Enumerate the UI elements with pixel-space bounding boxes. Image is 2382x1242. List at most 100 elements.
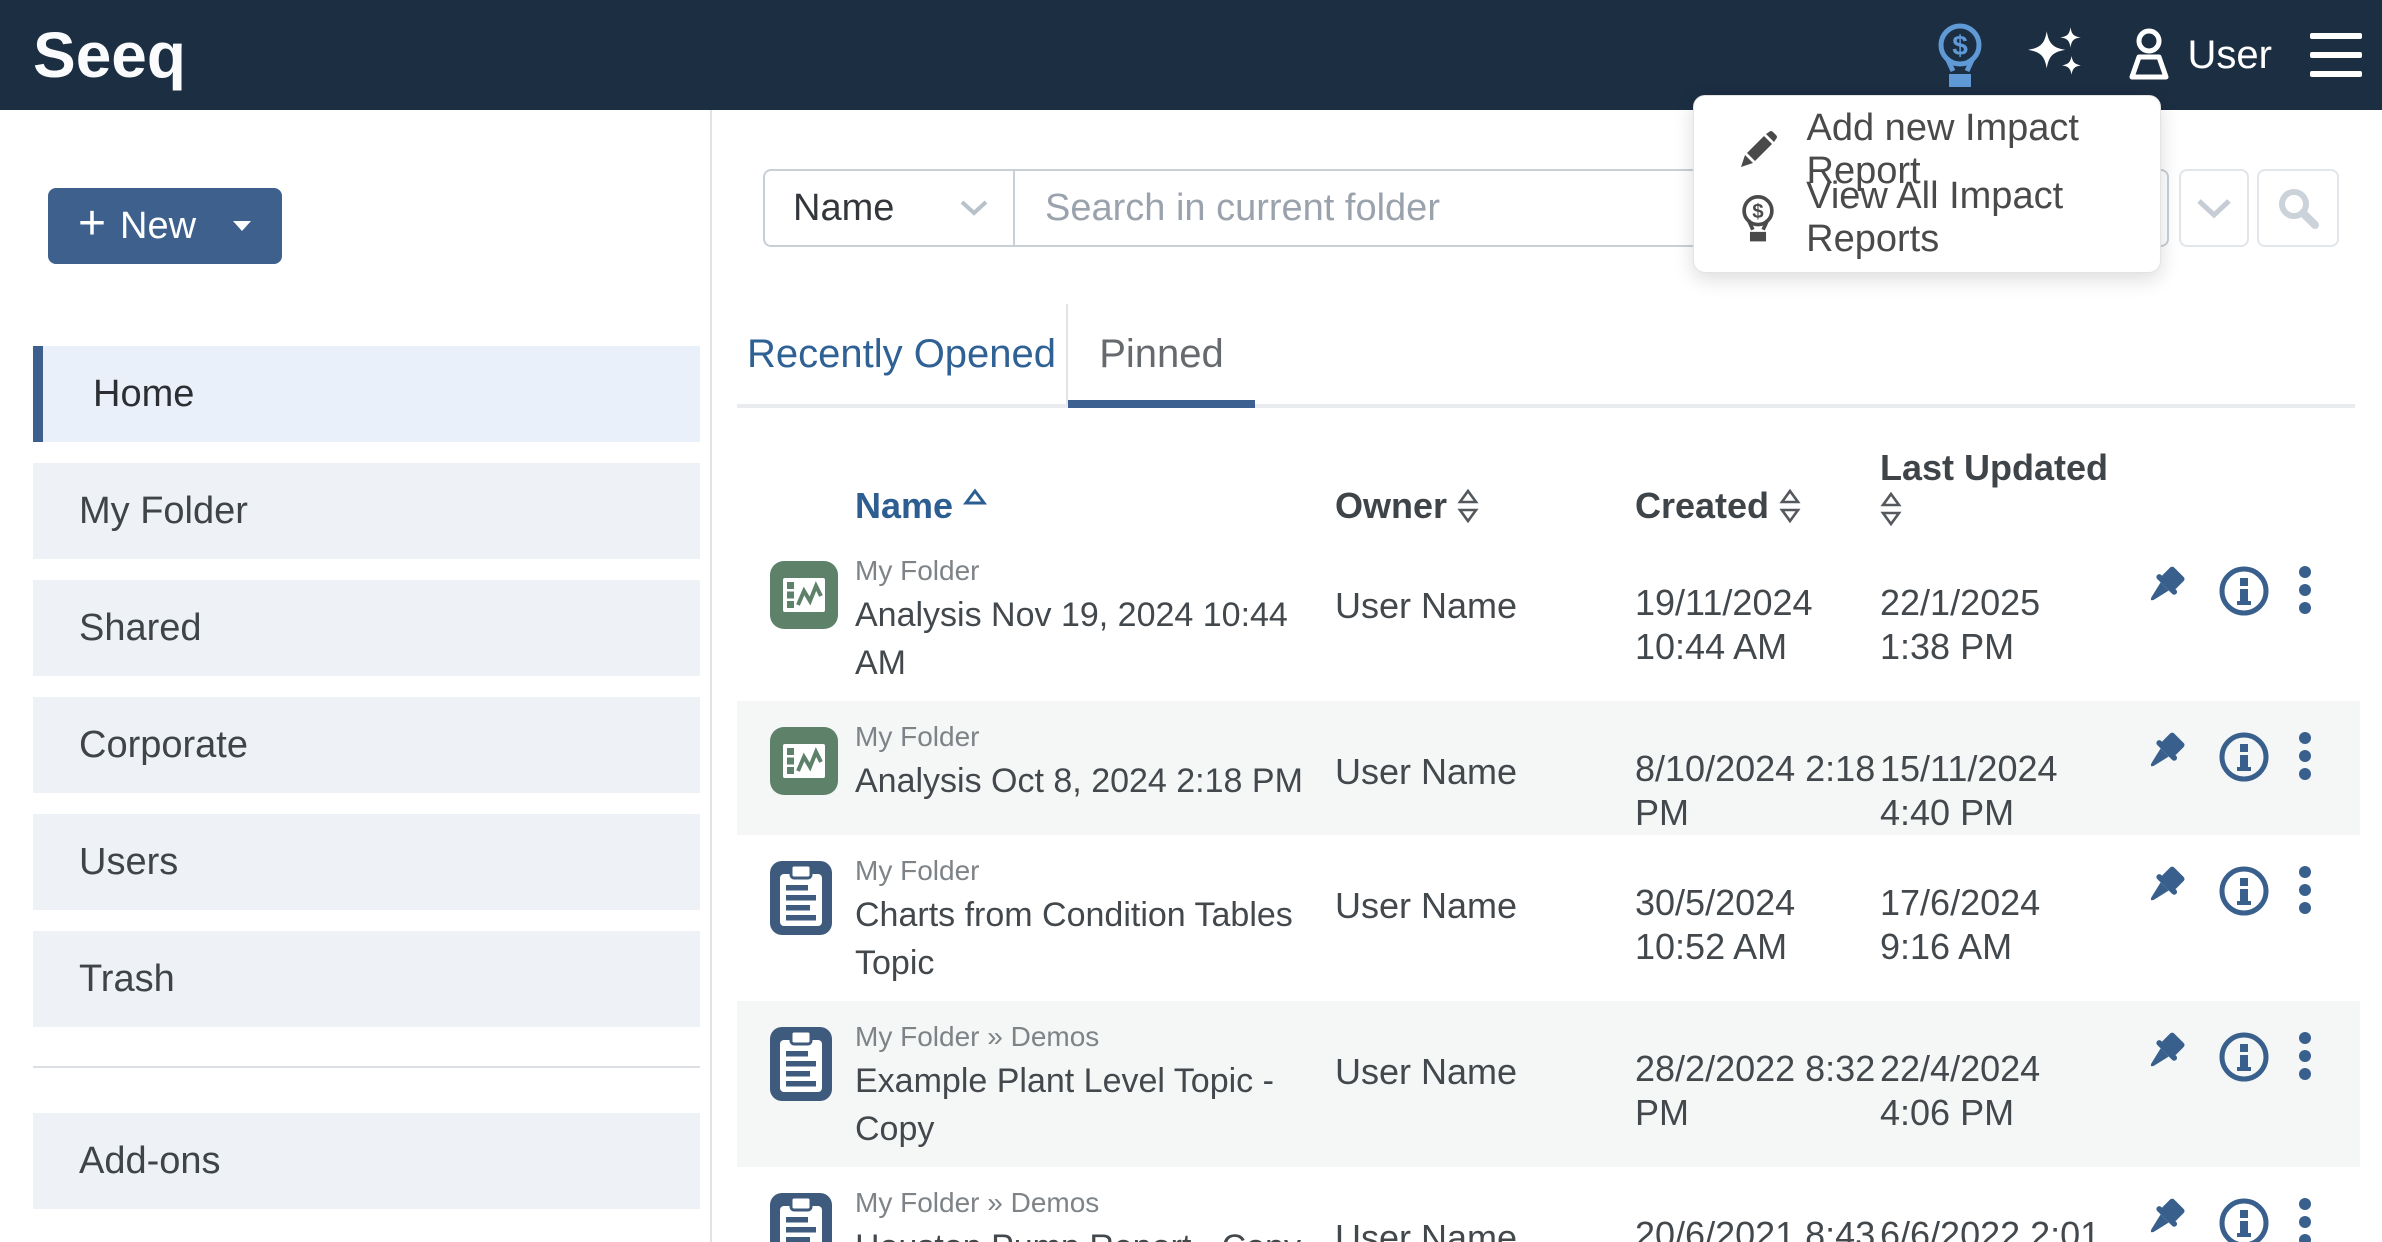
sidebar-item-label: My Folder xyxy=(79,489,248,532)
column-header-owner[interactable]: Owner xyxy=(1335,485,1635,527)
seeq-logo[interactable]: Seeq xyxy=(33,19,186,91)
tab-label: Pinned xyxy=(1099,331,1224,376)
column-header-last-updated[interactable]: Last Updated xyxy=(1880,447,2120,527)
sidebar-item-corporate[interactable]: Corporate xyxy=(33,697,700,793)
sidebar-item-add-ons[interactable]: Add-ons xyxy=(33,1113,700,1209)
table-row[interactable]: My Folder » Demos Houston Pump Report - … xyxy=(737,1167,2360,1242)
name-cell: My Folder Charts from Condition Tables T… xyxy=(855,835,1335,1001)
info-button[interactable] xyxy=(2218,1197,2270,1242)
topic-icon xyxy=(770,1027,832,1101)
user-menu[interactable]: User xyxy=(2124,27,2272,83)
info-button[interactable] xyxy=(2218,565,2270,617)
pin-button[interactable] xyxy=(2144,731,2190,777)
kebab-menu-button[interactable] xyxy=(2298,731,2312,781)
hamburger-menu-icon[interactable] xyxy=(2310,33,2362,77)
active-tab-underline xyxy=(1068,400,1255,408)
column-header-created[interactable]: Created xyxy=(1635,485,1880,527)
name-cell: My Folder » Demos Houston Pump Report - … xyxy=(855,1167,1335,1242)
ai-assistant-sparkles-icon[interactable] xyxy=(2024,25,2086,85)
search-field-selector[interactable]: Name xyxy=(765,171,1015,245)
chevron-down-icon xyxy=(2197,199,2231,219)
sort-both-icon xyxy=(1457,488,1479,524)
search-icon xyxy=(2279,189,2319,229)
table-row[interactable]: My Folder Charts from Condition Tables T… xyxy=(737,835,2360,1001)
pin-button[interactable] xyxy=(2144,865,2190,911)
analysis-icon xyxy=(770,561,838,629)
info-button[interactable] xyxy=(2218,1031,2270,1083)
menu-item-label: View All Impact Reports xyxy=(1806,175,2064,260)
sidebar-item-shared[interactable]: Shared xyxy=(33,580,700,676)
column-label: Created xyxy=(1635,485,1770,526)
item-name-link[interactable]: Analysis Oct 8, 2024 2:18 PM xyxy=(855,762,1303,800)
kebab-menu-button[interactable] xyxy=(2298,565,2312,615)
new-button[interactable]: + New xyxy=(48,188,282,264)
owner-cell: User Name xyxy=(1335,885,1518,926)
menu-item-add-impact-report[interactable]: Add new Impact Report xyxy=(1694,107,2160,192)
item-type-cell xyxy=(737,1167,855,1242)
tab-pinned[interactable]: Pinned xyxy=(1066,304,1255,408)
item-breadcrumb: My Folder » Demos xyxy=(855,1021,1100,1052)
sidebar-item-label: Add-ons xyxy=(79,1139,221,1182)
sidebar-item-home[interactable]: Home xyxy=(33,346,700,442)
sparkles-icon xyxy=(2027,27,2081,75)
kebab-menu-button[interactable] xyxy=(2298,1197,2312,1242)
new-button-label: New xyxy=(120,204,197,247)
row-actions xyxy=(2120,835,2360,1001)
info-button[interactable] xyxy=(2218,731,2270,783)
sidebar-item-label: Trash xyxy=(79,957,175,1000)
item-name-link[interactable]: Analysis Nov 19, 2024 10:44 AM xyxy=(855,596,1288,682)
sidebar-item-label: Shared xyxy=(79,606,202,649)
row-actions xyxy=(2120,1001,2360,1167)
menu-item-view-impact-reports[interactable]: $ View All Impact Reports xyxy=(1694,175,2160,260)
sidebar-item-label: Home xyxy=(93,372,195,415)
created-cell: 20/6/2021 8:43 PM xyxy=(1635,1214,1876,1242)
info-button[interactable] xyxy=(2218,865,2270,917)
sidebar-item-users[interactable]: Users xyxy=(33,814,700,910)
row-actions xyxy=(2120,701,2360,835)
topic-icon xyxy=(770,1193,832,1242)
impact-report-lightbulb-icon[interactable]: $ xyxy=(1934,21,1986,89)
sidebar-item-my-folder[interactable]: My Folder xyxy=(33,463,700,559)
created-cell: 8/10/2024 2:18 PM xyxy=(1635,748,1876,833)
main-content: Name Recently Ope xyxy=(714,110,2382,1242)
tab-recently-opened[interactable]: Recently Opened xyxy=(737,304,1066,404)
name-cell: My Folder Analysis Nov 19, 2024 10:44 AM xyxy=(855,535,1335,701)
table-row[interactable]: My Folder Analysis Nov 19, 2024 10:44 AM… xyxy=(737,535,2360,701)
pencil-icon xyxy=(1736,131,1781,169)
chevron-down-icon xyxy=(960,200,988,216)
created-cell: 19/11/2024 10:44 AM xyxy=(1635,582,1813,667)
search-options-expand-button[interactable] xyxy=(2179,169,2249,247)
row-actions xyxy=(2120,535,2360,701)
table-row[interactable]: My Folder » Demos Example Plant Level To… xyxy=(737,1001,2360,1167)
lightbulb-dollar-icon: $ xyxy=(1938,23,1982,87)
item-name-link[interactable]: Charts from Condition Tables Topic xyxy=(855,896,1293,982)
search-button[interactable] xyxy=(2257,169,2339,247)
plus-icon: + xyxy=(77,197,106,250)
table-row[interactable]: My Folder Analysis Oct 8, 2024 2:18 PM U… xyxy=(737,701,2360,835)
sidebar-item-label: Users xyxy=(79,840,179,883)
owner-cell: User Name xyxy=(1335,585,1518,626)
sort-both-icon xyxy=(1880,491,1902,527)
pin-button[interactable] xyxy=(2144,1197,2190,1242)
kebab-menu-button[interactable] xyxy=(2298,865,2312,915)
item-name-link[interactable]: Houston Pump Report - Copy xyxy=(855,1223,1315,1242)
pin-button[interactable] xyxy=(2144,565,2190,611)
item-name-link[interactable]: Example Plant Level Topic - Copy xyxy=(855,1062,1274,1148)
row-actions xyxy=(2120,1167,2360,1242)
item-type-cell xyxy=(737,701,855,835)
folder-sidebar: + New Home My Folder Shared Corporate Us… xyxy=(0,110,712,1242)
person-icon xyxy=(2129,28,2169,80)
pin-button[interactable] xyxy=(2144,1031,2190,1077)
sort-asc-icon xyxy=(963,488,988,506)
column-header-name[interactable]: Name xyxy=(855,485,1335,527)
sidebar-item-trash[interactable]: Trash xyxy=(33,931,700,1027)
item-breadcrumb: My Folder xyxy=(855,855,980,886)
kebab-menu-button[interactable] xyxy=(2298,1031,2312,1081)
owner-cell: User Name xyxy=(1335,1051,1518,1092)
created-cell: 28/2/2022 8:32 PM xyxy=(1635,1048,1876,1133)
item-breadcrumb: My Folder xyxy=(855,555,980,586)
navbar-actions: $ User xyxy=(1934,0,2362,110)
updated-cell: 22/1/2025 1:38 PM xyxy=(1880,582,2041,667)
caret-down-icon xyxy=(232,220,252,232)
sidebar-divider xyxy=(33,1066,700,1068)
